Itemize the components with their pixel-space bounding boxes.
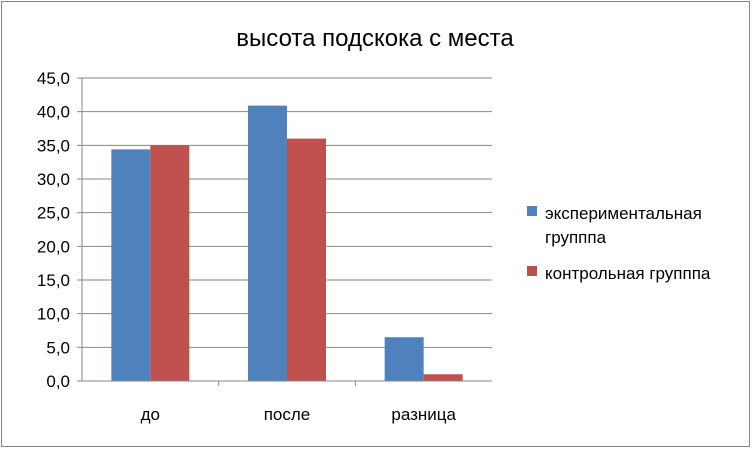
axes bbox=[81, 78, 492, 386]
legend-swatch bbox=[527, 206, 537, 216]
legend-label: контрольная групппа bbox=[545, 264, 711, 283]
legend: экспериментальная групппа контрольная груп… bbox=[527, 204, 711, 283]
y-tick-label: 45,0 bbox=[37, 69, 70, 88]
bar-experimental-0 bbox=[111, 149, 151, 381]
bar-control-0 bbox=[150, 145, 190, 381]
y-tick-label: 40,0 bbox=[37, 103, 70, 122]
y-tick-label: 0,0 bbox=[46, 372, 70, 391]
bar-experimental-1 bbox=[248, 105, 287, 382]
bar-control-2 bbox=[423, 374, 463, 381]
legend-label: экспериментальная bbox=[545, 204, 702, 223]
x-axis-categories: до после разница bbox=[141, 405, 457, 424]
x-category-label: разница bbox=[391, 405, 456, 424]
legend-label: групппа bbox=[545, 228, 607, 247]
y-tick-label: 10,0 bbox=[37, 305, 70, 324]
bars bbox=[111, 105, 463, 382]
bar-control-1 bbox=[287, 138, 326, 381]
bar-experimental-2 bbox=[384, 337, 424, 381]
y-tick-label: 5,0 bbox=[46, 338, 70, 357]
legend-swatch bbox=[527, 266, 537, 276]
x-category-label: до bbox=[141, 405, 160, 424]
y-tick-label: 30,0 bbox=[37, 170, 70, 189]
y-tick-label: 25,0 bbox=[37, 204, 70, 223]
y-tick-label: 20,0 bbox=[37, 237, 70, 256]
chart-title: высота подскока с места bbox=[236, 25, 514, 52]
x-category-label: после bbox=[264, 405, 311, 424]
y-tick-label: 35,0 bbox=[37, 136, 70, 155]
y-tick-label: 15,0 bbox=[37, 271, 70, 290]
y-axis-ticks: 0,0 5,0 10,0 15,0 20,0 25,0 30,0 35,0 40,0 45,0 bbox=[37, 69, 82, 391]
